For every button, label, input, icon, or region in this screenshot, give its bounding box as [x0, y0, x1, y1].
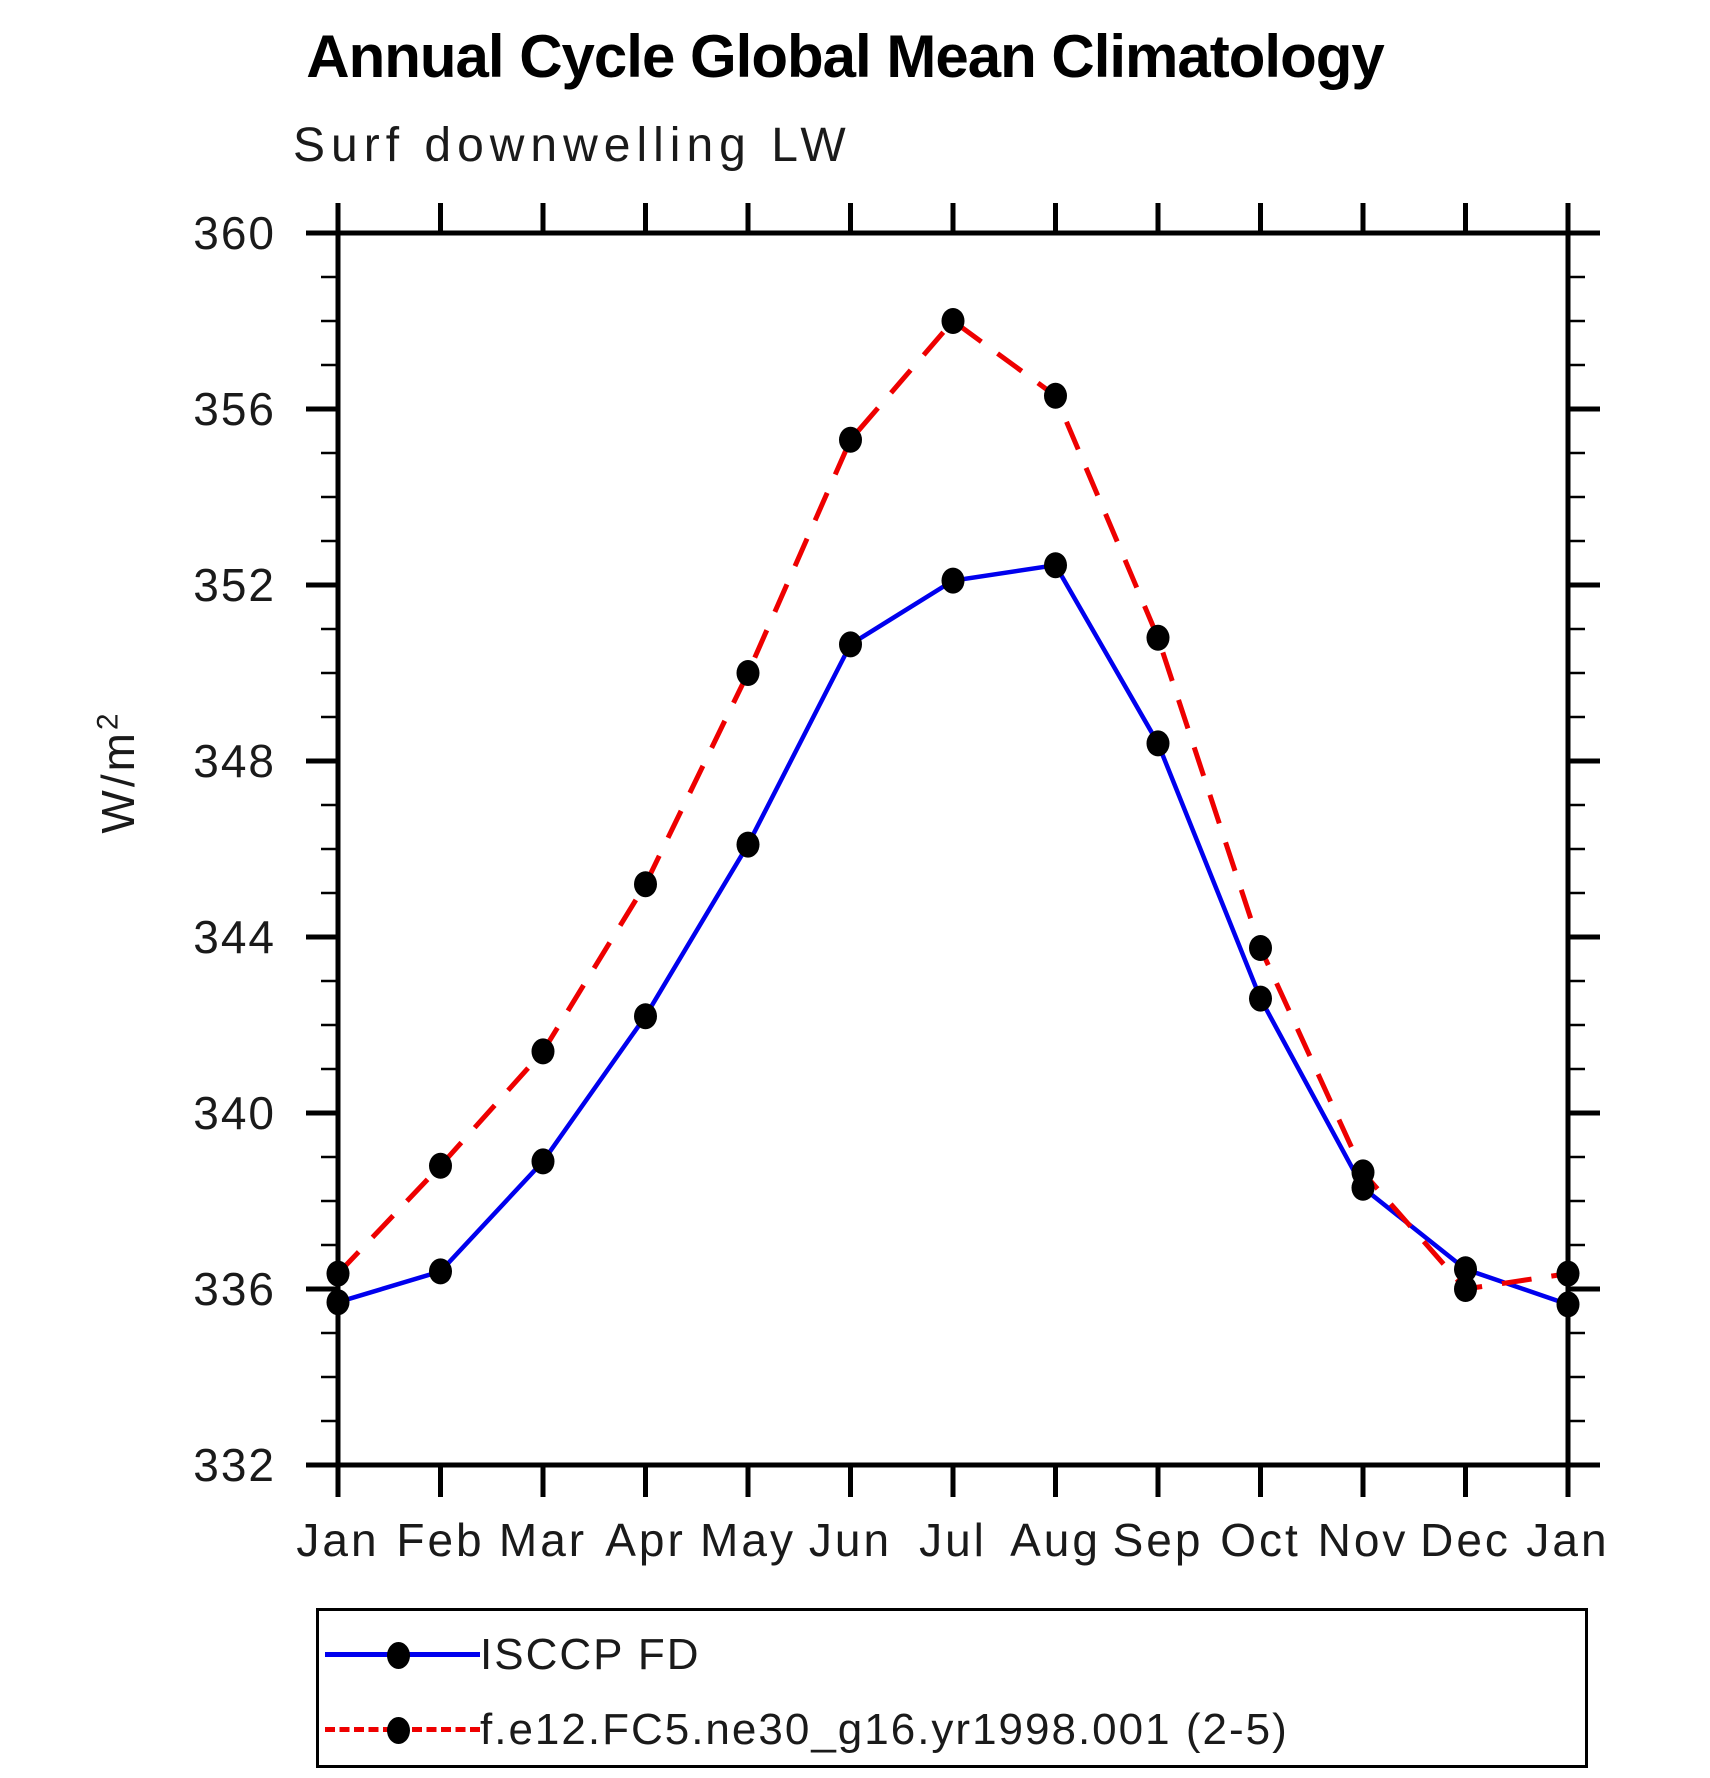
data-point-marker	[429, 1152, 452, 1179]
x-tick-label: Jul	[919, 1514, 987, 1566]
data-point-marker	[1044, 552, 1067, 579]
legend-marker-dot-icon	[387, 1717, 410, 1744]
y-tick-label: 340	[193, 1087, 276, 1139]
x-tick-label: Nov	[1318, 1514, 1409, 1566]
y-tick-label: 356	[193, 383, 276, 435]
x-tick-label: May	[700, 1514, 796, 1566]
x-tick-label: Jan	[296, 1514, 379, 1566]
x-tick-label: Feb	[396, 1514, 484, 1566]
data-point-marker	[1044, 382, 1067, 409]
y-tick-label: 352	[193, 559, 276, 611]
data-point-marker	[326, 1289, 350, 1316]
x-tick-label: Oct	[1220, 1514, 1301, 1566]
data-point-marker	[1454, 1256, 1477, 1283]
data-point-marker	[531, 1148, 555, 1175]
data-point-marker	[736, 660, 760, 686]
x-tick-label: Aug	[1010, 1514, 1101, 1566]
data-point-marker	[736, 831, 760, 858]
data-point-marker	[1249, 985, 1272, 1012]
data-point-marker	[1249, 935, 1272, 961]
data-point-marker	[1146, 730, 1170, 757]
data-point-marker	[941, 567, 965, 594]
y-tick-label: 360	[193, 207, 276, 259]
legend-label: ISCCP FD	[480, 1629, 701, 1679]
data-point-marker	[1556, 1291, 1580, 1318]
y-tick-label: 336	[193, 1263, 276, 1315]
x-tick-label: Sep	[1113, 1514, 1204, 1566]
data-point-marker	[1556, 1260, 1580, 1287]
x-tick-label: Dec	[1420, 1514, 1511, 1566]
x-tick-label: Jan	[1526, 1514, 1609, 1566]
legend-marker-dot-icon	[387, 1642, 410, 1669]
x-tick-label: Jun	[809, 1514, 892, 1566]
legend-item-isccp: ISCCP FD	[319, 1617, 1585, 1692]
data-point-marker	[941, 308, 965, 334]
x-tick-label: Mar	[499, 1514, 587, 1566]
data-point-marker	[839, 426, 862, 453]
y-tick-label: 344	[193, 911, 276, 963]
data-point-marker	[1454, 1276, 1477, 1302]
data-point-marker	[839, 631, 862, 658]
data-point-marker	[429, 1258, 452, 1285]
data-point-marker	[326, 1260, 350, 1287]
chart-title: Annual Cycle Global Mean Climatology	[306, 23, 1385, 90]
data-point-marker	[531, 1038, 555, 1065]
legend-box: ISCCP FD f.e12.FC5.ne30_g16.yr1998.001 (…	[316, 1608, 1588, 1768]
legend-label: f.e12.FC5.ne30_g16.yr1998.001 (2-5)	[480, 1704, 1289, 1754]
data-point-marker	[1351, 1159, 1375, 1186]
legend-line-sample-solid	[325, 1642, 480, 1669]
plot-border	[335, 230, 1571, 1468]
data-point-marker	[1146, 624, 1170, 651]
data-point-marker	[634, 871, 657, 898]
series-line-isccp-fd	[337, 562, 1569, 1307]
chart-subtitle: Surf downwelling LW	[293, 119, 852, 172]
legend-item-model: f.e12.FC5.ne30_g16.yr1998.001 (2-5)	[319, 1692, 1585, 1767]
data-point-marker	[634, 1003, 657, 1030]
y-tick-label: 332	[193, 1439, 276, 1491]
series-line-model	[336, 317, 1569, 1292]
y-tick-label: 348	[193, 735, 276, 787]
legend-line-sample-dashed	[325, 1717, 480, 1744]
x-tick-label: Apr	[605, 1514, 686, 1566]
